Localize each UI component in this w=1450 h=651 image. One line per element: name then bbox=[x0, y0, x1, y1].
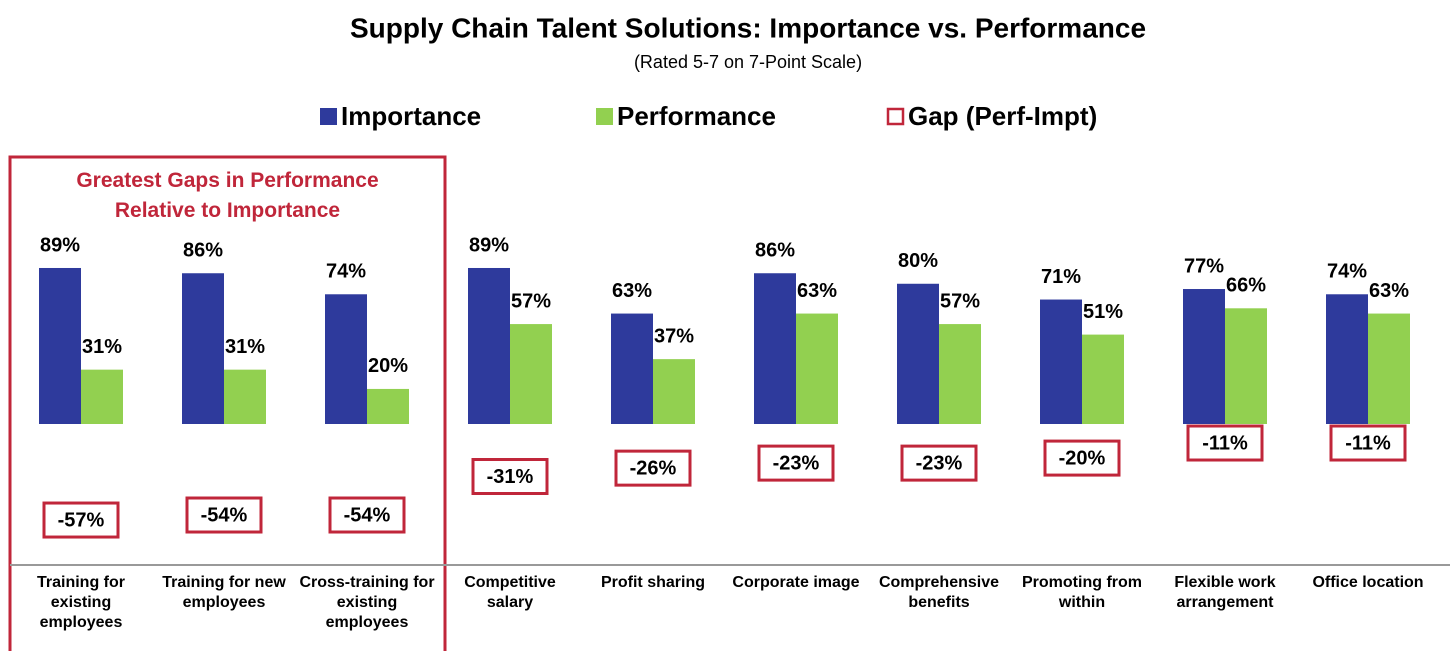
gap-box bbox=[614, 449, 692, 487]
data-label: 63% bbox=[612, 280, 652, 302]
legend-label: Importance bbox=[341, 101, 481, 131]
data-label: 74% bbox=[326, 261, 366, 283]
legend-swatch bbox=[320, 108, 337, 125]
data-label: -54% bbox=[344, 504, 391, 526]
bar bbox=[897, 283, 939, 424]
data-label: 77% bbox=[1184, 255, 1224, 277]
data-label: -11% bbox=[1345, 432, 1391, 454]
data-label: 86% bbox=[183, 240, 223, 262]
bar bbox=[939, 324, 981, 424]
data-label: 86% bbox=[755, 240, 795, 262]
data-label: 89% bbox=[40, 234, 80, 256]
data-label: 74% bbox=[1327, 261, 1367, 283]
bar bbox=[325, 294, 367, 424]
data-label: 63% bbox=[797, 280, 837, 302]
data-label: -54% bbox=[201, 504, 248, 526]
data-label: 31% bbox=[225, 336, 265, 358]
bar bbox=[1225, 308, 1267, 424]
legend-label: Performance bbox=[617, 101, 776, 131]
x-tick-label: Competitive salary bbox=[464, 574, 556, 611]
legend-label: Gap (Perf-Impt) bbox=[908, 101, 1097, 131]
bar bbox=[1368, 313, 1410, 424]
bar bbox=[224, 369, 266, 424]
bar bbox=[796, 313, 838, 424]
x-tick-label: Training for new employees bbox=[162, 574, 286, 611]
data-label: 66% bbox=[1226, 275, 1266, 297]
data-label: -26% bbox=[630, 457, 677, 479]
x-tick-label: Training for existing employees bbox=[37, 574, 125, 631]
x-tick-label: Office location bbox=[1312, 574, 1424, 591]
bar bbox=[39, 267, 81, 424]
data-label: -20% bbox=[1059, 447, 1106, 469]
bar bbox=[1326, 294, 1368, 424]
data-label: 63% bbox=[1369, 280, 1409, 302]
gap-box bbox=[42, 501, 120, 539]
chart-title: Supply Chain Talent Solutions: Importanc… bbox=[350, 12, 1146, 43]
data-label: 80% bbox=[898, 250, 938, 272]
data-label: -23% bbox=[773, 452, 820, 474]
gap-box bbox=[185, 496, 263, 534]
data-label: -11% bbox=[1202, 432, 1248, 454]
bar bbox=[1040, 299, 1082, 424]
bar bbox=[510, 324, 552, 424]
data-label: 31% bbox=[82, 336, 122, 358]
legend-swatch bbox=[596, 108, 613, 125]
bar bbox=[754, 273, 796, 424]
x-tick-label: Corporate image bbox=[732, 574, 860, 591]
annotation: Greatest Gaps in Performance Relative to… bbox=[76, 169, 379, 222]
data-label: 57% bbox=[511, 290, 551, 312]
gap-box bbox=[757, 444, 835, 482]
bar bbox=[468, 267, 510, 424]
chart-subtitle: (Rated 5-7 on 7-Point Scale) bbox=[634, 52, 862, 72]
bar bbox=[653, 359, 695, 424]
bar bbox=[182, 273, 224, 424]
bar bbox=[611, 313, 653, 424]
data-label: -31% bbox=[487, 466, 534, 488]
data-label: 57% bbox=[940, 290, 980, 312]
bar bbox=[1183, 289, 1225, 424]
data-label: 20% bbox=[368, 355, 408, 377]
bar bbox=[1082, 334, 1124, 424]
gap-box bbox=[471, 458, 549, 496]
gap-box bbox=[900, 444, 978, 482]
data-label: 89% bbox=[469, 234, 509, 256]
highlight-box bbox=[8, 155, 447, 651]
data-label: -23% bbox=[916, 452, 963, 474]
gap-box bbox=[1186, 424, 1264, 462]
data-label: 51% bbox=[1083, 301, 1123, 323]
data-label: 37% bbox=[654, 325, 694, 347]
x-tick-label: Comprehensive benefits bbox=[878, 574, 1000, 611]
x-tick-label: Profit sharing bbox=[600, 574, 705, 591]
x-tick-label: Promoting from within bbox=[1022, 574, 1142, 611]
x-tick-label: Flexible work arrangement bbox=[1174, 574, 1276, 611]
data-label: 71% bbox=[1041, 266, 1081, 288]
data-label: -57% bbox=[58, 509, 105, 531]
x-tick-label: Cross-training for existing employees bbox=[299, 574, 435, 631]
bar bbox=[81, 369, 123, 424]
gap-box bbox=[328, 496, 406, 534]
gap-box bbox=[1329, 424, 1407, 462]
legend-swatch bbox=[886, 107, 905, 126]
bar bbox=[367, 388, 409, 424]
gap-box bbox=[1043, 439, 1121, 477]
